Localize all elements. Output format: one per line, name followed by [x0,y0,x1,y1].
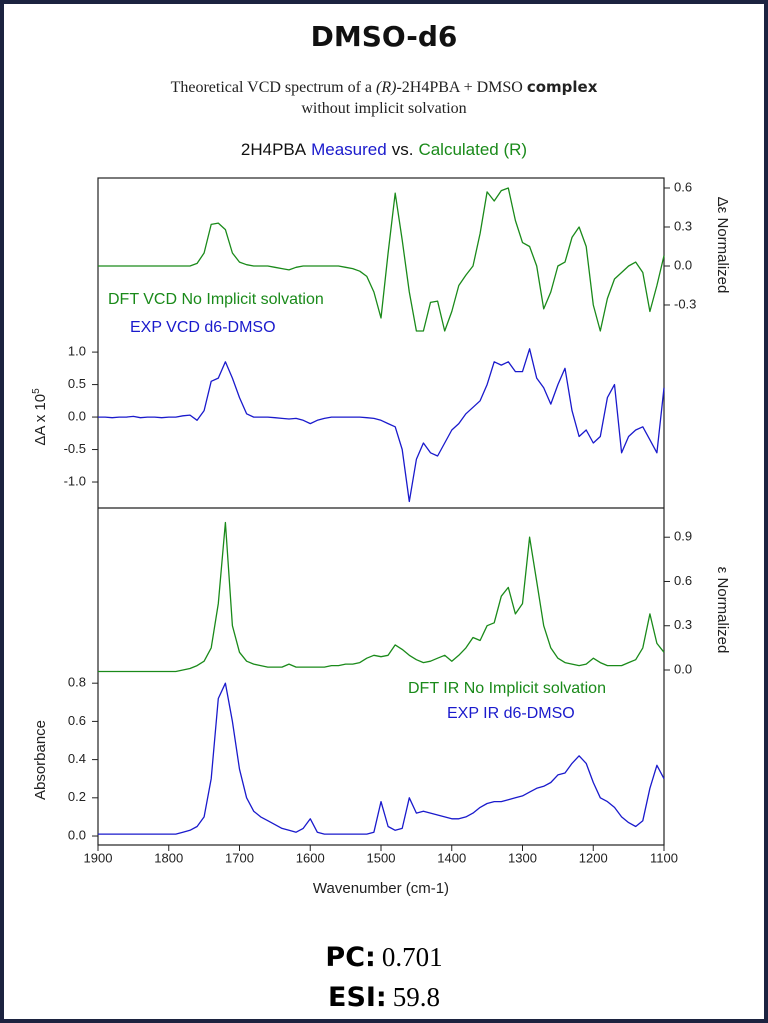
y-tick-label: 0.6 [68,713,86,728]
subtitle-part: (R) [376,79,396,96]
y-tick-label: 0.8 [68,675,86,690]
y2-axis-label: Δε Normalized [714,197,731,294]
pc-label: PC: [325,942,375,973]
header-part: vs. [392,140,414,159]
y2-tick-label: 0.9 [674,529,692,544]
y-axis-label: Absorbance [32,720,49,800]
footer-esi: ESI: 59.8 [328,982,440,1013]
x-tick-label: 1400 [437,850,466,865]
y-axis-label: ΔA x 105 [31,388,49,446]
x-tick-label: 1100 [650,850,678,865]
y-tick-label: 0.0 [68,408,86,423]
title: DMSO-d6 [311,20,458,53]
y-axis-label-text: ΔA x 10 [32,394,49,446]
footer-pc: PC: 0.701 [325,942,442,973]
y2-tick-label: 0.0 [674,661,692,676]
y2-tick-label: 0.6 [674,179,692,194]
legend-label: EXP IR d6-DMSO [447,705,575,722]
header-part: 2H4PBA [241,140,307,159]
y2-tick-label: 0.6 [674,573,692,588]
y-tick-label: 0.5 [68,376,86,391]
spectrum-line [98,348,665,503]
x-tick-label: 1300 [508,850,537,865]
header: 2H4PBA Measured vs. Calculated (R) [241,140,527,159]
x-tick-label: 1900 [84,850,113,865]
x-tick-label: 1500 [367,850,396,865]
y-tick-label: -0.5 [64,441,86,456]
x-axis-label: Wavenumber (cm-1) [313,880,449,897]
spectrum-line [98,187,665,332]
y-axis-label-text: Absorbance [32,720,49,800]
header-part: Calculated (R) [418,140,527,159]
y-tick-label: 0.4 [68,751,86,766]
y2-tick-label: -0.3 [674,296,696,311]
x-tick-label: 1200 [579,850,608,865]
y-tick-label: 0.2 [68,789,86,804]
subtitle: Theoretical VCD spectrum of a (R)-2H4PBA… [171,78,598,96]
spectrum-line [98,521,665,673]
subtitle-part: -2H4PBA + DMSO [396,79,526,96]
legend-label: EXP VCD d6-DMSO [130,319,276,336]
esi-label: ESI: [328,982,387,1013]
subtitle-part: complex [527,78,598,96]
spectrum-line [98,682,665,835]
y2-tick-label: 0.0 [674,257,692,272]
x-tick-label: 1800 [154,850,183,865]
y-tick-label: 0.0 [68,827,86,842]
y2-tick-label: 0.3 [674,617,692,632]
header-part: Measured [311,140,387,159]
subtitle-part: Theoretical VCD spectrum of a [171,79,376,96]
pc-value: 0.701 [382,942,443,972]
legend-label: DFT IR No Implicit solvation [408,680,606,697]
esi-value: 59.8 [393,982,440,1012]
y-tick-label: 1.0 [68,344,86,359]
x-tick-label: 1700 [225,850,254,865]
y-axis-label-sup: 5 [31,388,42,394]
y2-axis-label: ε Normalized [714,567,731,654]
x-tick-label: 1600 [296,850,325,865]
y-tick-label: -1.0 [64,473,86,488]
legend-label: DFT VCD No Implicit solvation [108,291,324,308]
subtitle-line: without implicit solvation [301,100,466,117]
y2-tick-label: 0.3 [674,218,692,233]
